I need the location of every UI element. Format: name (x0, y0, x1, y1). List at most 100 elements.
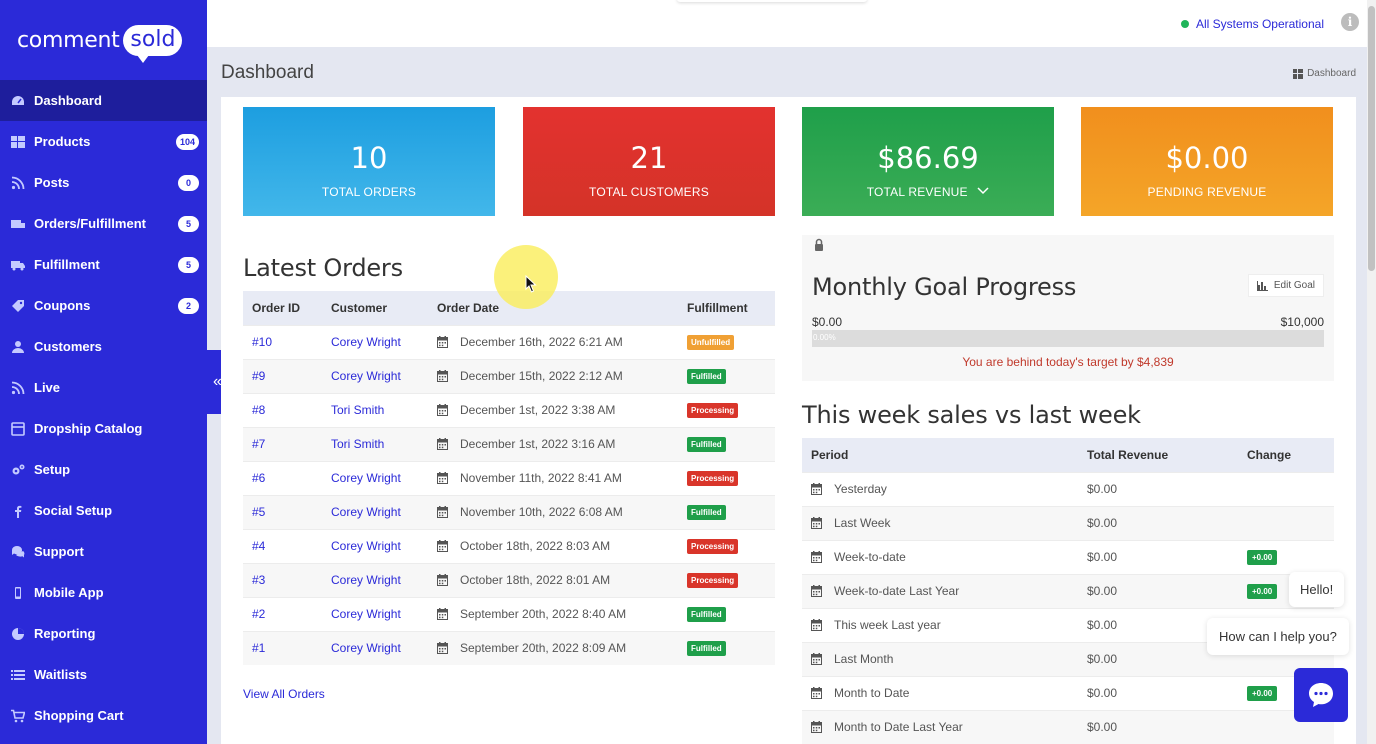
calendar-icon (437, 336, 448, 348)
chat-launcher-button[interactable] (1294, 668, 1348, 722)
table-row[interactable]: #3 Corey Wright October 18th, 2022 8:01 AM… (243, 562, 775, 597)
sidebar-item-mobile-app[interactable]: Mobile App (0, 572, 207, 613)
stat-value: 21 (630, 141, 668, 175)
table-row[interactable]: #2 Corey Wright September 20th, 2022 8:40 … (243, 596, 775, 631)
period-cell: Last Month (802, 641, 1078, 676)
order-date: September 20th, 2022 8:40 AM (460, 607, 627, 621)
sidebar-item-support[interactable]: Support (0, 531, 207, 572)
catalog-icon (10, 421, 26, 436)
customer-link[interactable]: Corey Wright (331, 335, 401, 349)
stat-label: TOTAL ORDERS (321, 185, 417, 199)
sidebar-item-fulfillment[interactable]: Fulfillment 5 (0, 244, 207, 285)
customer-link[interactable]: Corey Wright (331, 471, 401, 485)
table-row[interactable]: #4 Corey Wright October 18th, 2022 8:03 AM… (243, 528, 775, 563)
period-label: Yesterday (834, 482, 887, 496)
calendar-icon (437, 540, 448, 552)
order-date: November 11th, 2022 8:41 AM (460, 471, 622, 485)
sidebar-item-setup[interactable]: Setup (0, 449, 207, 490)
edit-goal-button[interactable]: Edit Goal (1247, 274, 1324, 297)
sidebar-item-dropship-catalog[interactable]: Dropship Catalog (0, 408, 207, 449)
stat-card-total-revenue[interactable]: $86.69 TOTAL REVENUE (802, 107, 1054, 216)
column-header[interactable]: Fulfillment (678, 291, 775, 325)
order-date: December 15th, 2022 2:12 AM (460, 369, 623, 383)
customer-link[interactable]: Corey Wright (331, 539, 401, 553)
table-row[interactable]: #9 Corey Wright December 15th, 2022 2:12 A… (243, 358, 775, 393)
customer-link[interactable]: Corey Wright (331, 573, 401, 587)
view-all-orders-link[interactable]: View All Orders (243, 687, 325, 701)
chat-help-bubble[interactable]: How can I help you? (1207, 618, 1349, 655)
table-header-row: Order ID Customer Order Date Fulfillment (243, 291, 775, 325)
stat-value: 10 (350, 141, 388, 175)
column-header[interactable]: Order ID (243, 291, 322, 325)
order-id-link[interactable]: #5 (252, 505, 266, 519)
sidebar-item-products[interactable]: Products 104 (0, 121, 207, 162)
sidebar-item-reporting[interactable]: Reporting (0, 613, 207, 654)
column-header[interactable]: Order Date (428, 291, 678, 325)
order-id-link[interactable]: #7 (252, 437, 266, 451)
column-header[interactable]: Total Revenue (1078, 438, 1238, 472)
table-row[interactable]: #5 Corey Wright November 10th, 2022 6:08 A… (243, 494, 775, 529)
order-date-cell: December 1st, 2022 3:38 AM (428, 392, 678, 427)
calendar-icon (811, 517, 822, 529)
info-icon[interactable]: i (1341, 13, 1359, 31)
sales-table-body: Yesterday $0.00 Last Week $0.00 Week-to-date… (802, 471, 1334, 744)
monthly-goal-panel: Monthly Goal Progress Edit Goal $0.00 $1… (802, 235, 1334, 381)
column-header[interactable]: Customer (322, 291, 428, 325)
order-id-link[interactable]: #8 (252, 403, 266, 417)
sidebar-item-shopping-cart[interactable]: Shopping Cart (0, 695, 207, 736)
period-label: Month to Date Last Year (834, 720, 963, 735)
chat-greeting-bubble[interactable]: Hello! (1289, 572, 1345, 607)
period-cell: Yesterday (802, 471, 1078, 506)
stat-card-pending-revenue[interactable]: $0.00 PENDING REVENUE (1081, 107, 1333, 216)
order-id-link[interactable]: #2 (252, 607, 266, 621)
sidebar-nav: Dashboard Products 104 Posts 0 Orders/Fulfill… (0, 80, 207, 736)
fulfillment-cell: Unfulfilled (678, 324, 775, 359)
customer-link[interactable]: Corey Wright (331, 607, 401, 621)
page-title: Dashboard (221, 62, 314, 83)
stat-card-total-customers[interactable]: 21 TOTAL CUSTOMERS (523, 107, 775, 216)
sidebar-item-label: Posts (34, 175, 70, 190)
sidebar-item-customers[interactable]: Customers (0, 326, 207, 367)
table-row[interactable]: #8 Tori Smith December 1st, 2022 3:38 AM Pr… (243, 392, 775, 427)
order-id-link[interactable]: #9 (252, 369, 266, 383)
sidebar-item-live[interactable]: Live (0, 367, 207, 408)
table-row[interactable]: #1 Corey Wright September 20th, 2022 8:09 … (243, 630, 775, 665)
customer-link[interactable]: Corey Wright (331, 505, 401, 519)
sidebar-item-waitlists[interactable]: Waitlists (0, 654, 207, 695)
logo-text-part1: comment (17, 27, 120, 53)
customer-link[interactable]: Tori Smith (331, 403, 385, 417)
order-id-link[interactable]: #3 (252, 573, 266, 587)
order-id-link[interactable]: #4 (252, 539, 266, 553)
scrollbar-thumb[interactable] (1368, 6, 1375, 271)
column-header[interactable]: Period (802, 438, 1078, 472)
customer-link[interactable]: Tori Smith (331, 437, 385, 451)
sidebar-item-posts[interactable]: Posts 0 (0, 162, 207, 203)
order-id-link[interactable]: #6 (252, 471, 266, 485)
goal-min-label: $0.00 (812, 315, 843, 329)
dashboard-icon (10, 94, 26, 108)
order-date-cell: December 1st, 2022 3:16 AM (428, 426, 678, 461)
sidebar-item-orders-fulfillment[interactable]: Orders/Fulfillment 5 (0, 203, 207, 244)
page-scrollbar[interactable] (1367, 0, 1376, 744)
stat-card-total-orders[interactable]: 10 TOTAL ORDERS (243, 107, 495, 216)
sidebar-item-dashboard[interactable]: Dashboard (0, 80, 207, 121)
table-row[interactable]: #6 Corey Wright November 11th, 2022 8:41 A… (243, 460, 775, 495)
sidebar-item-social-setup[interactable]: Social Setup (0, 490, 207, 531)
chevron-down-icon[interactable] (977, 187, 989, 195)
sidebar-item-coupons[interactable]: Coupons 2 (0, 285, 207, 326)
table-header-row: Period Total Revenue Change (802, 438, 1334, 472)
table-row[interactable]: #7 Tori Smith December 1st, 2022 3:16 AM Fu… (243, 426, 775, 461)
column-header[interactable]: Change (1238, 438, 1334, 472)
customer-link[interactable]: Corey Wright (331, 369, 401, 383)
products-icon (10, 135, 26, 149)
customer-link[interactable]: Corey Wright (331, 641, 401, 656)
order-id-link[interactable]: #10 (252, 335, 273, 349)
brand-logo[interactable]: comment sold (0, 0, 207, 80)
order-date: October 18th, 2022 8:03 AM (460, 539, 611, 553)
order-id-link[interactable]: #1 (252, 641, 266, 656)
fulfillment-status-badge: Unfulfilled (687, 335, 735, 350)
change-badge: +0.00 (1247, 584, 1278, 599)
breadcrumb[interactable]: Dashboard (1293, 68, 1356, 79)
table-row[interactable]: #10 Corey Wright December 16th, 2022 6:21 … (243, 324, 775, 359)
system-status[interactable]: All Systems Operational (1180, 17, 1324, 31)
